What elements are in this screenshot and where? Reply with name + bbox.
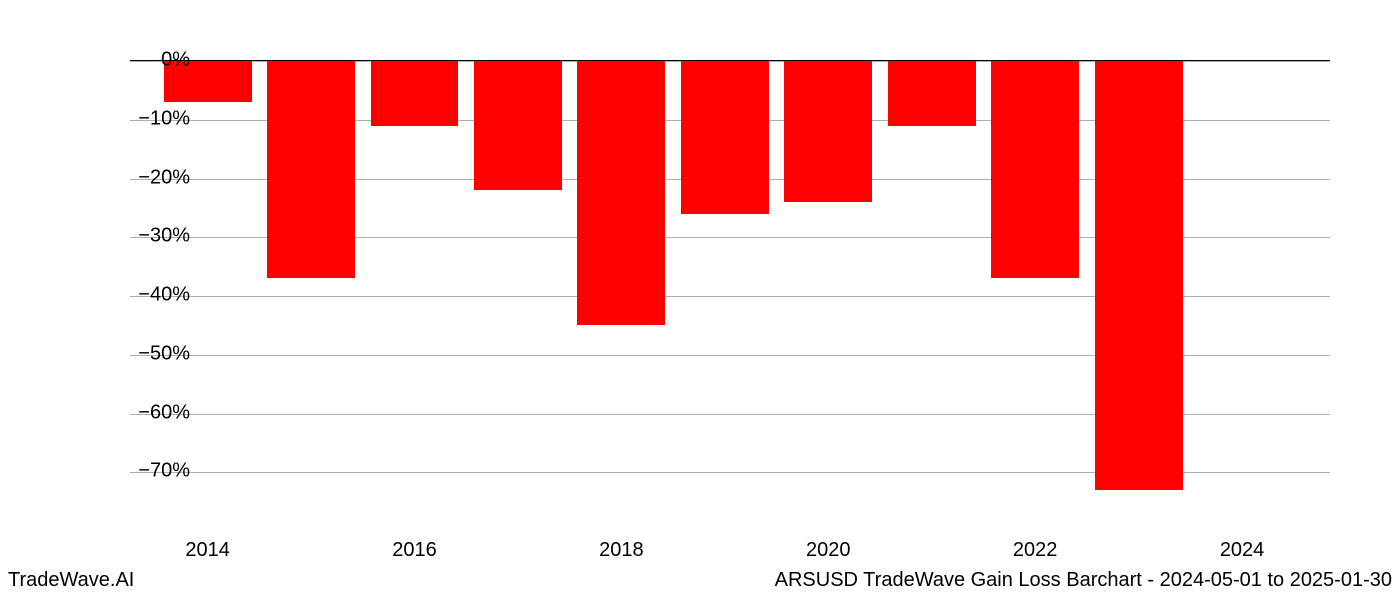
footer-right-text: ARSUSD TradeWave Gain Loss Barchart - 20… bbox=[775, 569, 1392, 592]
y-tick-label: −70% bbox=[130, 460, 190, 483]
x-tick-label: 2020 bbox=[806, 539, 851, 562]
bar-2017 bbox=[474, 61, 562, 190]
y-tick-label: 0% bbox=[130, 49, 190, 72]
bar-2023 bbox=[1095, 61, 1183, 490]
chart-container: 201420162018202020222024 bbox=[130, 60, 1330, 530]
bar-2021 bbox=[888, 61, 976, 126]
bar-2016 bbox=[371, 61, 459, 126]
bar-2018 bbox=[577, 61, 665, 325]
bar-2020 bbox=[784, 61, 872, 202]
x-tick-label: 2024 bbox=[1220, 539, 1265, 562]
x-tick-label: 2018 bbox=[599, 539, 644, 562]
footer-left-text: TradeWave.AI bbox=[8, 569, 134, 592]
y-tick-label: −40% bbox=[130, 284, 190, 307]
y-tick-label: −30% bbox=[130, 225, 190, 248]
plot-area: 201420162018202020222024 bbox=[130, 60, 1330, 530]
y-tick-label: −10% bbox=[130, 107, 190, 130]
bar-2019 bbox=[681, 61, 769, 214]
x-tick-label: 2022 bbox=[1013, 539, 1058, 562]
y-tick-label: −60% bbox=[130, 401, 190, 424]
x-tick-label: 2016 bbox=[392, 539, 437, 562]
bar-2015 bbox=[267, 61, 355, 278]
bar-2022 bbox=[991, 61, 1079, 278]
y-tick-label: −20% bbox=[130, 166, 190, 189]
x-tick-label: 2014 bbox=[185, 539, 230, 562]
y-tick-label: −50% bbox=[130, 342, 190, 365]
